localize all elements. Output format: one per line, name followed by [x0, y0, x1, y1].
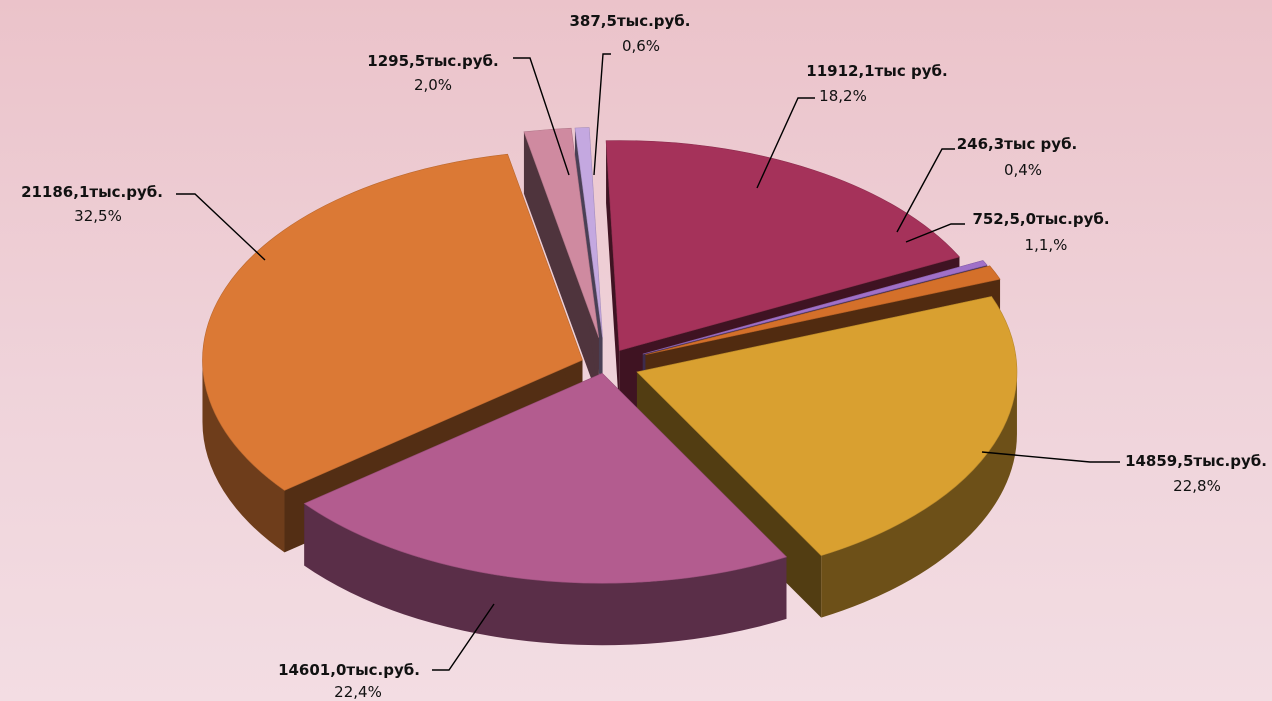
- leader-lines: [176, 53, 1120, 671]
- slice-value-label: 14859,5тыс.руб.: [1125, 452, 1267, 470]
- slice-value-label: 246,3тыс руб.: [957, 135, 1078, 153]
- leader-line: [513, 57, 570, 176]
- pie-slices: [202, 127, 1018, 646]
- pie-slice: [523, 127, 600, 400]
- slice-percent-label: 1,1,%: [1025, 236, 1068, 254]
- leader-line: [432, 603, 495, 671]
- slice-outer-wall: [821, 371, 1017, 618]
- leader-line: [905, 223, 965, 243]
- slice-percent-label: 2,0%: [414, 76, 452, 94]
- slice-top: [605, 140, 961, 351]
- leader-line: [896, 148, 955, 233]
- pie-slice: [303, 372, 788, 646]
- slice-value-label: 387,5тыс.руб.: [570, 12, 691, 30]
- slice-percent-label: 0,4%: [1004, 161, 1042, 179]
- slice-value-label: 752,5,0тыс.руб.: [972, 210, 1109, 228]
- slice-top: [202, 153, 583, 491]
- leader-line: [593, 53, 611, 176]
- slice-percent-label: 32,5%: [74, 207, 122, 225]
- slice-percent-label: 22,8%: [1173, 477, 1221, 495]
- slice-side-wall: [606, 140, 620, 413]
- slice-top: [642, 260, 988, 355]
- slice-side-wall: [523, 131, 599, 400]
- leader-line: [176, 193, 266, 261]
- slice-top: [645, 265, 1001, 355]
- leader-line: [981, 451, 1120, 463]
- slice-top: [636, 296, 1018, 556]
- slice-outer-wall: [202, 360, 285, 553]
- slice-top: [303, 372, 788, 584]
- slice-value-label: 21186,1тыс.руб.: [21, 183, 163, 201]
- slice-value-label: 1295,5тыс.руб.: [367, 52, 498, 70]
- pie-labels: 11912,1тыс руб. 18,2% 246,3тыс руб. 0,4%…: [21, 12, 1267, 701]
- slice-top: [523, 127, 600, 338]
- slice-value-label: 14601,0тыс.руб.: [278, 661, 420, 679]
- leader-line: [756, 97, 815, 189]
- slice-percent-label: 0,6%: [622, 37, 660, 55]
- slice-value-label: 11912,1тыс руб.: [806, 62, 947, 80]
- slice-outer-wall: [304, 503, 787, 646]
- slice-percent-label: 18,2%: [819, 87, 867, 105]
- slice-top: [574, 127, 603, 338]
- slice-percent-label: 22,4%: [334, 683, 382, 701]
